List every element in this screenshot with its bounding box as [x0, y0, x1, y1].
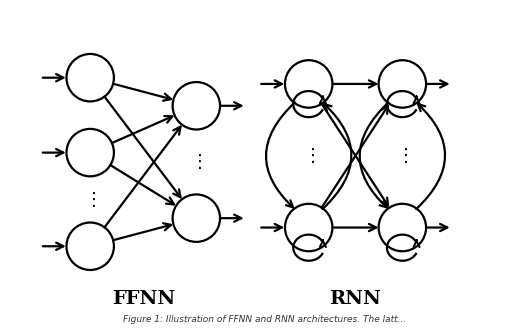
Circle shape — [285, 204, 332, 251]
Circle shape — [378, 60, 426, 108]
Circle shape — [66, 129, 114, 176]
Circle shape — [378, 204, 426, 251]
Circle shape — [66, 54, 114, 101]
Text: $\vdots$: $\vdots$ — [396, 146, 408, 165]
Text: $\vdots$: $\vdots$ — [303, 146, 315, 165]
Circle shape — [173, 195, 220, 242]
Circle shape — [66, 222, 114, 270]
Text: $\vdots$: $\vdots$ — [84, 190, 96, 209]
Text: Figure 1: Illustration of FFNN and RNN architectures. The latt...: Figure 1: Illustration of FFNN and RNN a… — [123, 315, 407, 324]
Text: FFNN: FFNN — [112, 290, 175, 308]
Circle shape — [173, 82, 220, 130]
Circle shape — [285, 60, 332, 108]
Text: RNN: RNN — [330, 290, 382, 308]
Text: $\vdots$: $\vdots$ — [190, 153, 202, 172]
